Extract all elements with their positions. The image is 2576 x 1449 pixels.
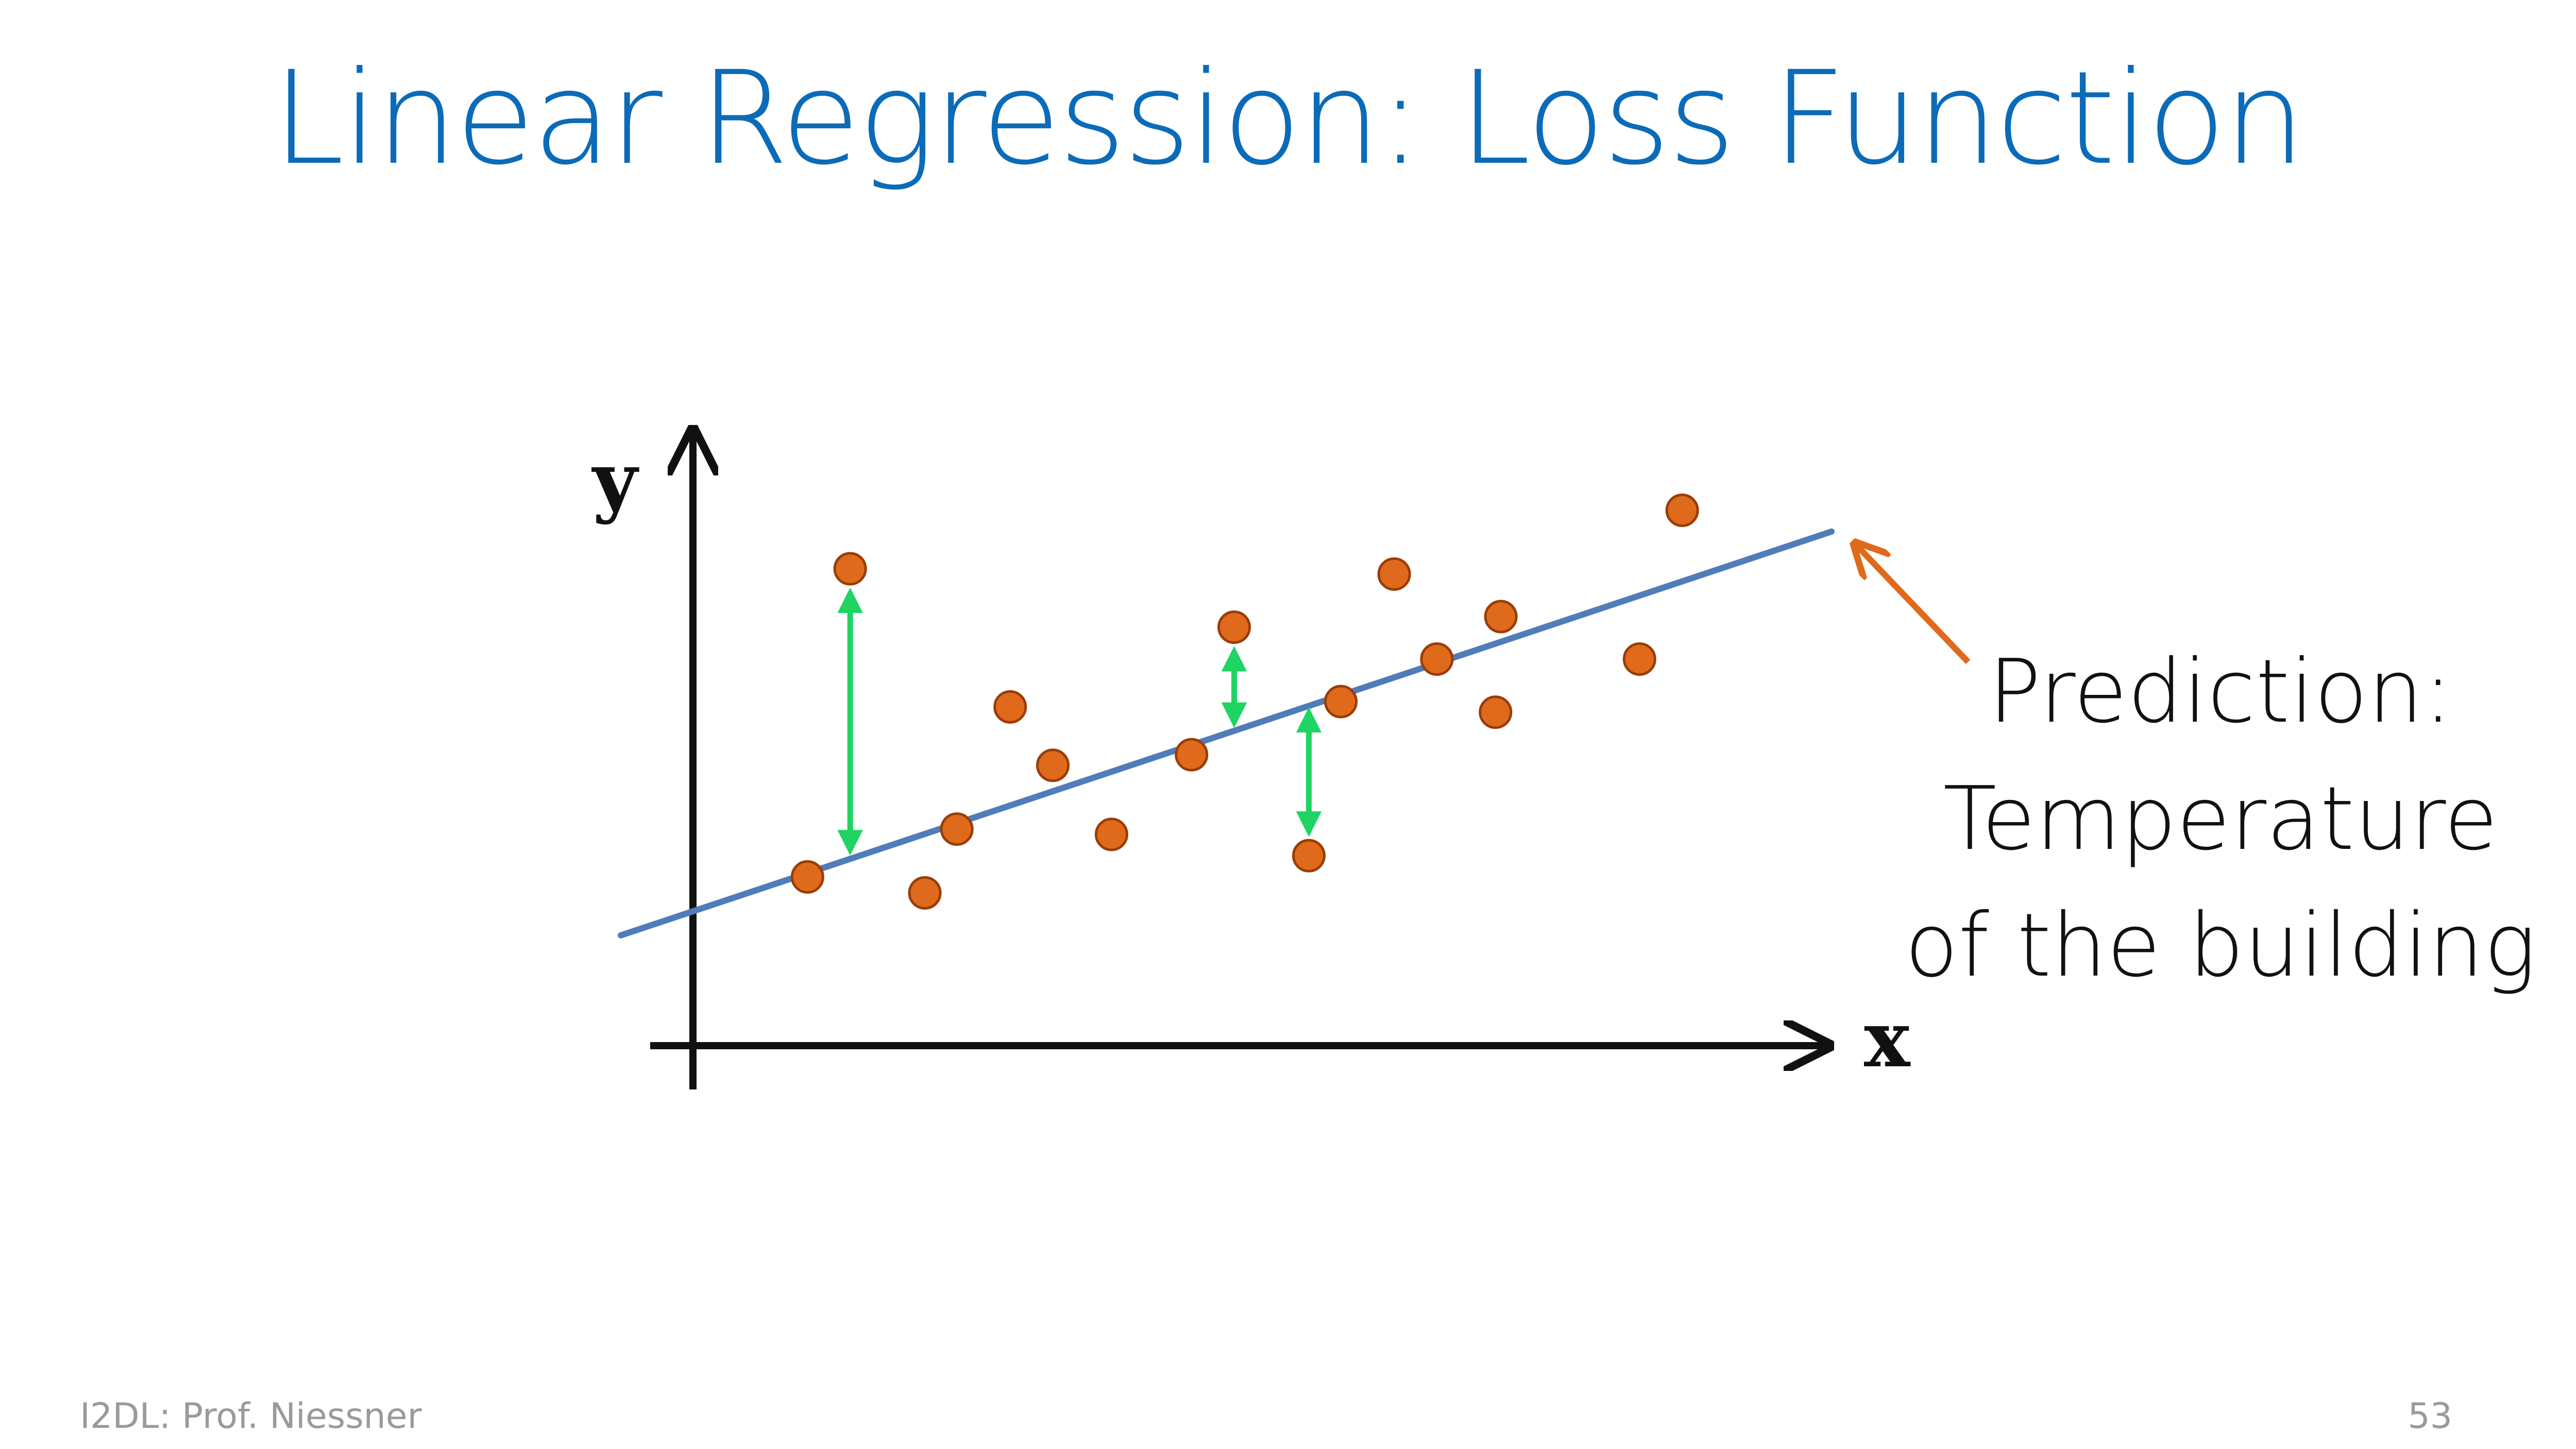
- regression-line: [618, 528, 1835, 939]
- y-axis-label: y: [591, 435, 639, 526]
- slide-title: Linear Regression: Loss Function: [272, 43, 2306, 193]
- data-point: [1377, 557, 1411, 591]
- page-number: 53: [2408, 1396, 2452, 1437]
- data-point: [1094, 817, 1128, 851]
- data-point: [1622, 642, 1656, 676]
- data-point: [908, 876, 942, 910]
- data-point: [1420, 642, 1454, 676]
- footer-author: I2DL: Prof. Niessner: [80, 1396, 422, 1437]
- data-point: [940, 812, 974, 846]
- data-point: [1479, 695, 1513, 729]
- data-point: [1665, 493, 1699, 527]
- x-axis-label: x: [1864, 994, 1911, 1085]
- residual-arrows: [837, 587, 1322, 856]
- data-points: [790, 493, 1699, 910]
- annotation-arrow: [1855, 543, 1971, 664]
- data-point: [993, 690, 1027, 724]
- data-point: [1217, 610, 1251, 644]
- data-point: [1175, 738, 1209, 772]
- prediction-annotation: Prediction: Temperature of the building: [1855, 628, 2576, 1010]
- annotation-line-2: Temperature: [1943, 768, 2498, 870]
- data-point: [1324, 685, 1358, 719]
- data-point: [1292, 839, 1326, 873]
- annotation-line-3: of the building: [1905, 895, 2536, 997]
- data-point: [1036, 748, 1070, 782]
- annotation-line-1: Prediction:: [1988, 641, 2453, 743]
- data-point: [833, 552, 867, 586]
- data-point: [1484, 600, 1518, 634]
- data-point: [790, 860, 824, 894]
